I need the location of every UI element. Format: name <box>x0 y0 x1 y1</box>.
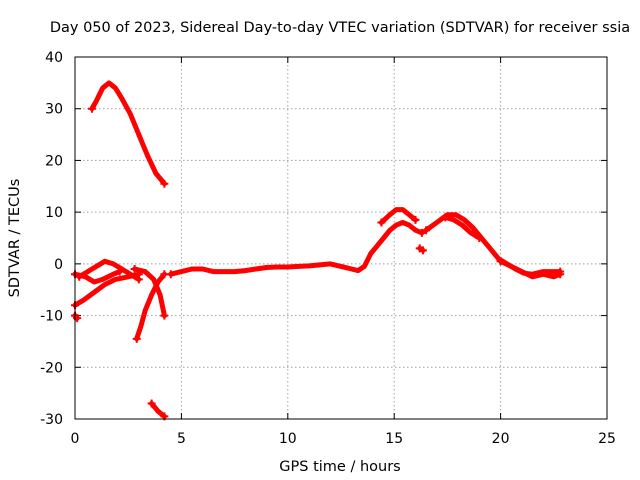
y-tick-label: 30 <box>45 102 63 118</box>
data-point-marker <box>417 228 426 237</box>
grid-lines <box>75 57 607 419</box>
data-point-marker <box>115 267 124 276</box>
series-arc-tail <box>498 258 563 280</box>
chart-title: Day 050 of 2023, Sidereal Day-to-day VTE… <box>50 20 630 36</box>
series-arc-low <box>149 401 167 419</box>
y-tick-label: -10 <box>40 309 63 325</box>
data-point-marker <box>160 179 169 188</box>
series-arc-fall <box>72 269 123 285</box>
series-arc-main <box>168 220 425 277</box>
data-point-marker <box>475 234 484 242</box>
x-tick-label: 25 <box>598 431 616 447</box>
x-tick-label: 20 <box>492 431 510 447</box>
x-tick-label: 0 <box>71 431 80 447</box>
data-point-marker <box>377 218 386 227</box>
series-arc-high <box>89 80 167 187</box>
series-arc-late <box>423 212 563 277</box>
data-point-marker <box>73 314 82 323</box>
data-point-marker <box>422 226 431 235</box>
plot-frame <box>74 56 608 420</box>
data-point-marker <box>166 270 175 279</box>
x-tick-label: 15 <box>385 431 403 447</box>
data-point-marker <box>441 213 450 222</box>
data-point-marker <box>160 311 169 320</box>
y-tick-label: -20 <box>40 360 63 376</box>
y-tick-label: 20 <box>45 153 63 169</box>
y-tick-label: -30 <box>40 412 63 428</box>
x-axis-label: GPS time / hours <box>279 459 400 475</box>
series-arc-rising <box>72 271 142 308</box>
data-point-marker <box>130 265 139 274</box>
data-point-marker <box>88 104 97 113</box>
y-axis-label: SDTVAR / TECUs <box>7 179 23 298</box>
data-point-marker <box>556 270 565 279</box>
data-point-marker <box>147 399 156 408</box>
data-point-marker <box>496 257 505 266</box>
series-arc-x1 <box>132 266 167 319</box>
series-arc-hump <box>76 258 142 282</box>
series-arc-late2 <box>442 214 482 241</box>
data-point-marker <box>418 246 427 255</box>
series-arc-peak <box>378 207 418 225</box>
y-tick-label: 10 <box>45 205 63 221</box>
y-tick-label: 0 <box>54 257 63 273</box>
x-tick-label: 5 <box>177 431 186 447</box>
data-point-marker <box>411 215 420 224</box>
axis-ticks: 0 5 10 15 20 25 -30 -20 -10 0 10 20 30 40 <box>40 50 616 447</box>
data-point-marker <box>132 334 141 343</box>
data-point-marker <box>134 275 143 284</box>
x-tick-label: 10 <box>279 431 297 447</box>
data-series <box>71 80 565 421</box>
y-tick-label: 40 <box>45 50 63 66</box>
series-arc-x2 <box>134 271 167 342</box>
